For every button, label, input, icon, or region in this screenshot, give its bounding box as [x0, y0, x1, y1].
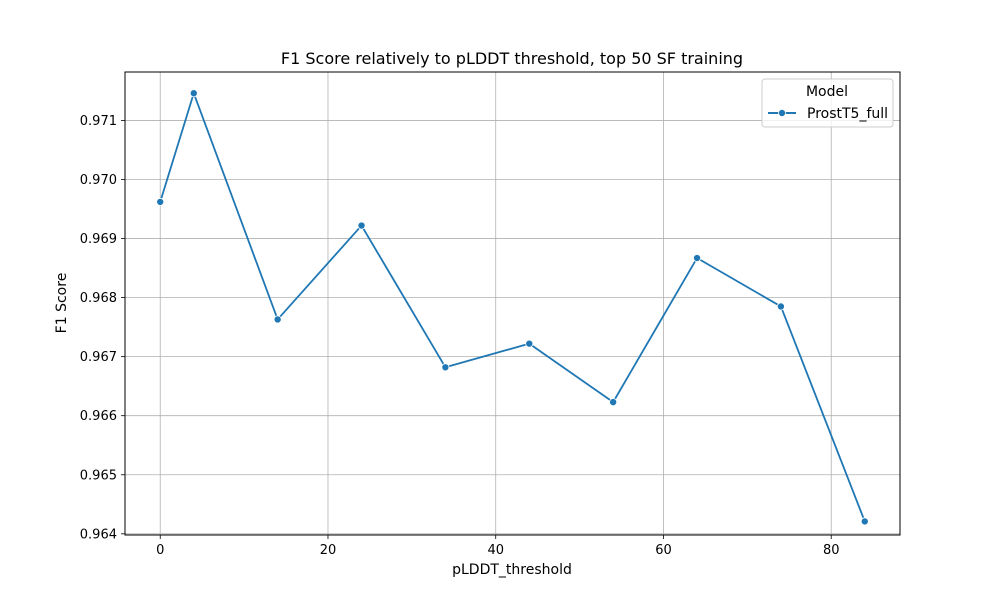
legend-marker [778, 109, 787, 118]
y-tick-label: 0.971 [80, 114, 117, 129]
x-axis-label: pLDDT_threshold [452, 562, 572, 578]
legend: Model ProstT5_full [761, 78, 894, 128]
y-axis-label: F1 Score [54, 273, 70, 334]
y-tick-label: 0.969 [80, 232, 117, 247]
data-point [357, 221, 366, 230]
grid-lines [125, 72, 900, 535]
x-tick-label: 60 [655, 543, 672, 558]
x-tick-label: 80 [823, 543, 840, 558]
y-tick-label: 0.967 [80, 350, 117, 365]
data-point [441, 363, 450, 372]
data-point [860, 517, 869, 526]
data-point [189, 89, 198, 98]
data-point [156, 197, 165, 206]
x-tick-label: 40 [487, 543, 504, 558]
legend-box [761, 78, 894, 128]
y-axis-ticks: 0.964 0.965 0.966 0.967 0.968 0.969 0.970 0.971 [80, 114, 125, 542]
x-axis-ticks: 0 20 40 60 80 [156, 535, 839, 558]
plot-frame [124, 71, 901, 536]
series-line [159, 92, 866, 523]
chart-title: F1 Score relatively to pLDDT threshold, … [281, 49, 743, 68]
y-tick-label: 0.970 [80, 173, 117, 188]
series-layer [156, 89, 869, 526]
data-point [273, 315, 282, 324]
data-point [693, 254, 702, 263]
y-tick-label: 0.968 [80, 291, 117, 306]
legend-entry-label: ProstT5_full [807, 106, 888, 122]
y-tick-label: 0.964 [80, 527, 117, 542]
y-tick-label: 0.965 [80, 468, 117, 483]
x-tick-label: 0 [156, 543, 164, 558]
y-tick-label: 0.966 [80, 409, 117, 424]
legend-title: Model [806, 84, 848, 100]
data-point [776, 302, 785, 311]
x-tick-label: 20 [320, 543, 337, 558]
data-point [525, 339, 534, 348]
data-point [609, 398, 618, 407]
